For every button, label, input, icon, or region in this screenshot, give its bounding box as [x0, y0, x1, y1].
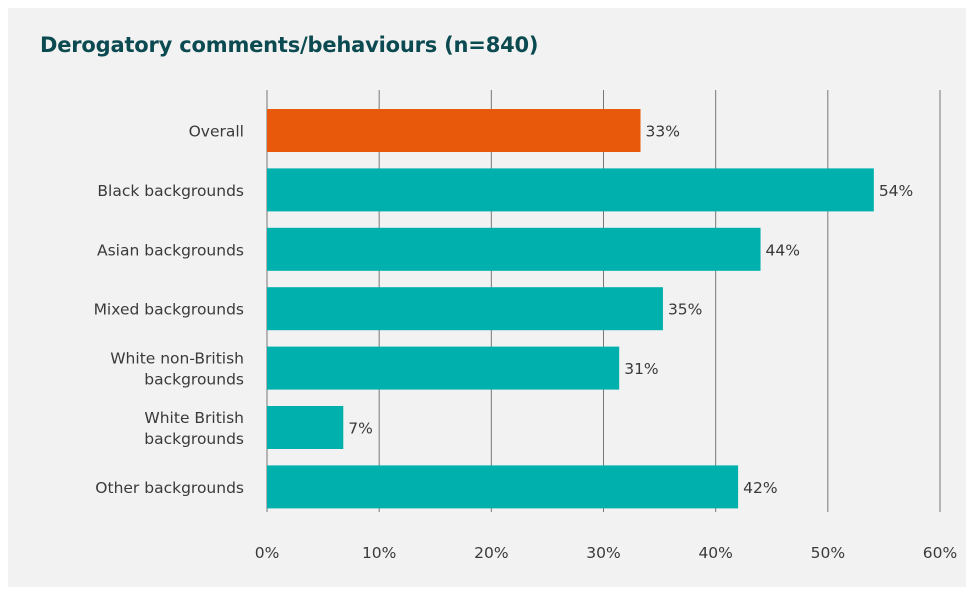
bar — [267, 168, 874, 212]
data-label: 42% — [743, 479, 777, 497]
bar — [267, 227, 761, 271]
x-tick-label: 50% — [811, 544, 845, 562]
x-tick-label: 60% — [923, 544, 957, 562]
data-label: 31% — [624, 360, 658, 378]
data-label: 33% — [646, 123, 680, 141]
bar — [267, 287, 663, 331]
data-label: 44% — [766, 241, 800, 259]
data-label: 7% — [348, 420, 373, 438]
data-label: 54% — [879, 182, 913, 200]
bar — [267, 406, 344, 449]
category-label: White non-British — [110, 350, 244, 368]
x-tick-label: 0% — [255, 544, 280, 562]
x-tick-label: 10% — [362, 544, 396, 562]
x-tick-label: 20% — [474, 544, 508, 562]
category-label: Overall — [189, 123, 244, 141]
x-tick-label: 40% — [698, 544, 732, 562]
category-label: Other backgrounds — [95, 479, 244, 497]
chart-title: Derogatory comments/behaviours (n=840) — [40, 33, 539, 57]
x-tick-label: 30% — [586, 544, 620, 562]
bar — [267, 109, 641, 152]
bar — [267, 465, 739, 509]
category-label: backgrounds — [144, 430, 244, 448]
data-label: 35% — [668, 301, 702, 319]
category-label: Mixed backgrounds — [94, 301, 244, 319]
category-label: backgrounds — [144, 371, 244, 389]
category-label: Asian backgrounds — [97, 241, 244, 259]
category-label: White British — [144, 409, 244, 427]
category-label: Black backgrounds — [97, 182, 244, 200]
bar — [267, 346, 620, 390]
